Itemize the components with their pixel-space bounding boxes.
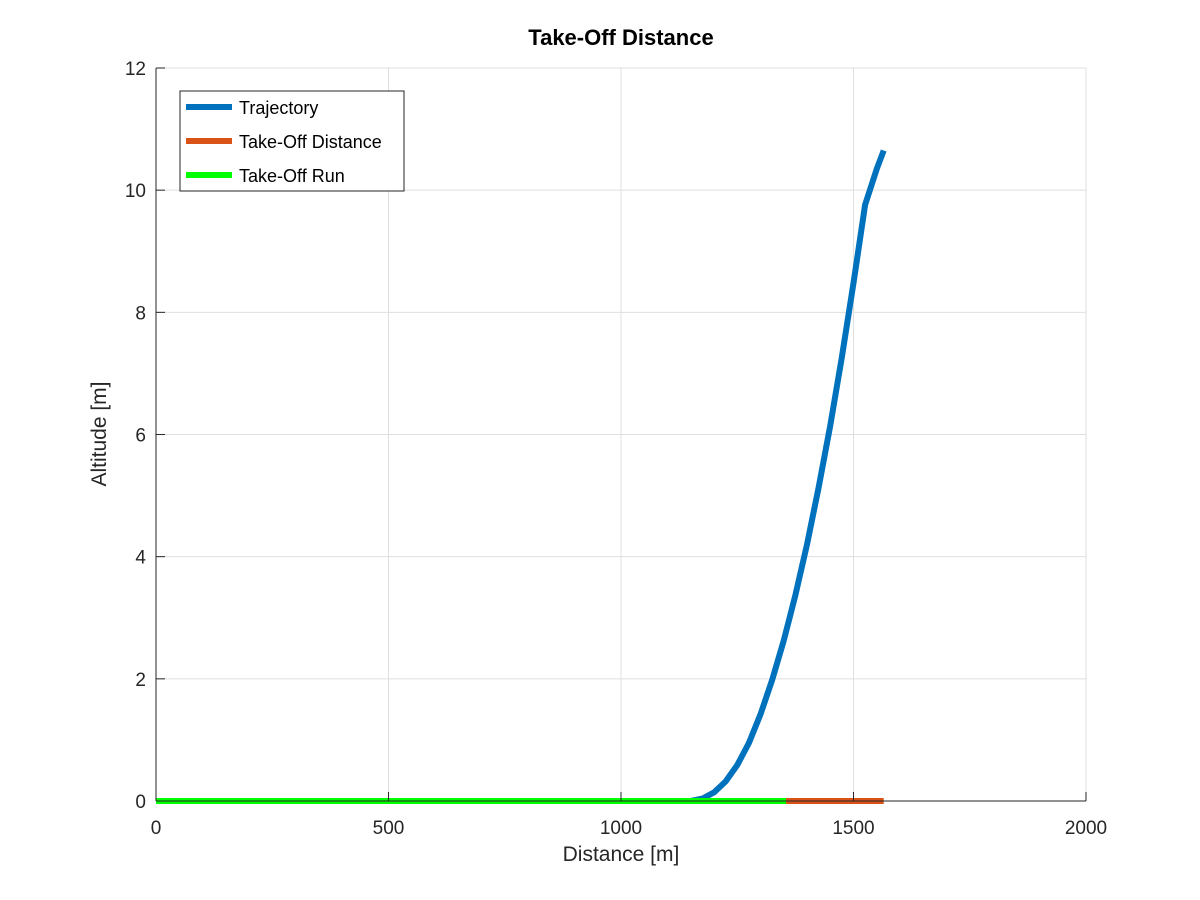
legend-label-trajectory: Trajectory [239, 98, 318, 118]
legend-label-take-off-run: Take-Off Run [239, 166, 345, 186]
legend: Trajectory Take-Off Distance Take-Off Ru… [179, 90, 405, 192]
legend-label-take-off-distance: Take-Off Distance [239, 132, 382, 152]
tick-labels: 0 500 1000 1500 2000 0 2 4 6 8 10 12 [125, 59, 1107, 839]
x-axis-label: Distance [m] [563, 843, 680, 866]
x-tick-label: 2000 [1065, 818, 1107, 839]
y-tick-label: 12 [125, 59, 146, 80]
x-tick-label: 500 [373, 818, 405, 839]
x-tick-label: 0 [151, 818, 162, 839]
chart-title: Take-Off Distance [528, 25, 713, 50]
x-tick-label: 1500 [832, 818, 874, 839]
axes [155, 67, 1087, 802]
y-tick-label: 8 [135, 303, 146, 324]
y-tick-label: 4 [135, 548, 146, 569]
y-tick-label: 10 [125, 181, 146, 202]
y-tick-label: 6 [135, 426, 146, 447]
y-axis-label: Altitude [m] [88, 381, 111, 486]
y-tick-label: 0 [135, 792, 146, 813]
y-tick-label: 2 [135, 670, 146, 691]
x-tick-label: 1000 [600, 818, 642, 839]
